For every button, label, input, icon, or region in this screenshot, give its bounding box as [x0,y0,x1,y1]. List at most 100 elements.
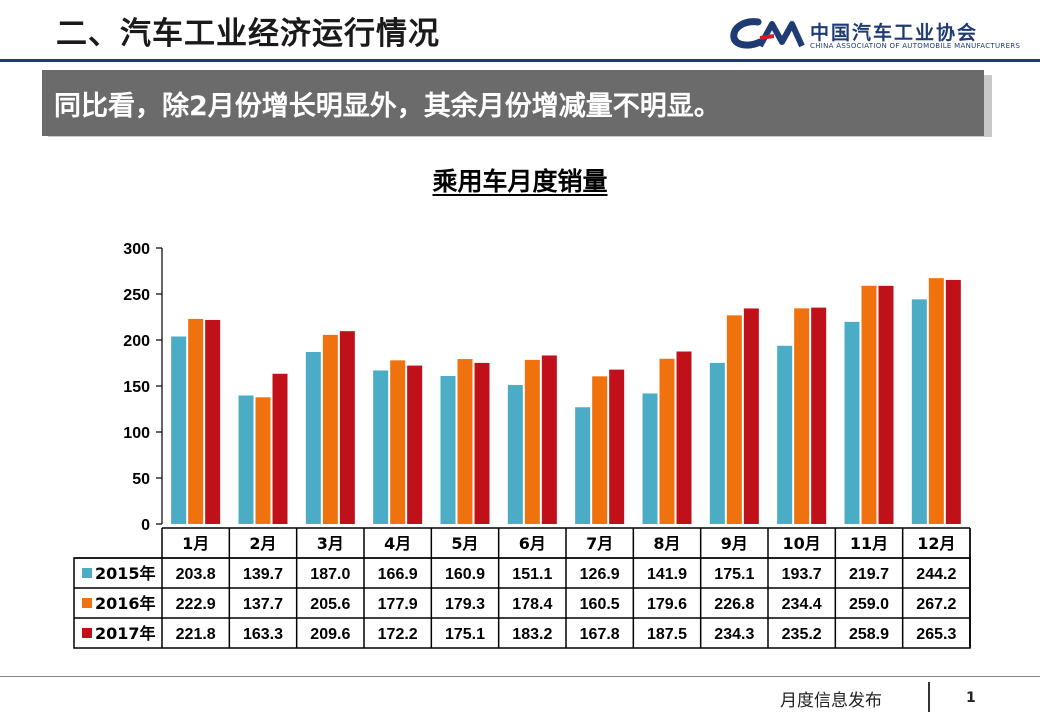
bar-2016年-5月 [457,359,473,524]
chart-title: 乘用车月度销量 [432,167,608,196]
bar-2015年-7月 [575,407,591,524]
bar-2017年-12月 [945,279,961,524]
legend-label: 2015年 [95,564,156,583]
y-tick-label: 50 [132,471,150,488]
data-label: 137.7 [243,596,283,613]
category-label: 10月 [783,534,821,553]
category-label: 9月 [721,534,748,553]
category-label: 4月 [384,534,411,553]
data-label: 167.8 [580,626,620,643]
bar-2016年-7月 [592,376,608,524]
data-label: 141.9 [647,566,687,583]
legend-swatch-2017年 [82,628,92,638]
footer-rule [0,676,1040,677]
bar-2016年-8月 [659,358,675,524]
category-label: 7月 [586,534,613,553]
category-label: 1月 [182,534,209,553]
bar-2017年-5月 [474,362,490,524]
category-label: 8月 [653,534,680,553]
data-label: 234.3 [714,626,754,643]
footer-separator [928,682,930,712]
data-label: 160.5 [580,596,620,613]
category-label: 3月 [317,534,344,553]
bar-2015年-8月 [642,393,658,524]
data-label: 160.9 [445,566,485,583]
footer-label: 月度信息发布 [780,691,882,711]
data-label: 219.7 [849,566,889,583]
data-label: 178.4 [512,596,552,613]
category-label: 5月 [451,534,478,553]
association-logo: 中国汽车工业协会 CHINA ASSOCIATION OF AUTOMOBILE… [730,16,1030,54]
data-label: 234.4 [782,596,822,613]
category-label: 6月 [519,534,546,553]
bar-2016年-11月 [861,285,877,524]
data-label: 267.2 [916,596,956,613]
bar-2015年-9月 [709,362,725,524]
y-tick-label: 300 [123,241,150,258]
data-label: 179.6 [647,596,687,613]
bar-2017年-4月 [407,365,423,524]
bar-2017年-10月 [811,307,827,524]
data-label: 205.6 [310,596,350,613]
data-label: 172.2 [378,626,418,643]
bar-2015年-4月 [373,370,389,524]
data-label: 265.3 [916,626,956,643]
data-label: 166.9 [378,566,418,583]
bar-2015年-1月 [171,336,187,524]
bar-2016年-2月 [255,397,271,524]
data-label: 183.2 [512,626,552,643]
data-label: 187.0 [310,566,350,583]
y-tick-label: 0 [141,517,150,534]
category-label: 2月 [249,534,276,553]
legend-swatch-2016年 [82,598,92,608]
data-label: 244.2 [916,566,956,583]
data-label: 221.8 [176,626,216,643]
bar-2015年-2月 [238,395,254,524]
bar-2017年-11月 [878,285,894,524]
category-label: 12月 [917,534,955,553]
logo-chinese-name: 中国汽车工业协会 [810,22,979,44]
data-label: 259.0 [849,596,889,613]
summary-banner: 同比看，除2月份增长明显外，其余月份增减量不明显。 [42,70,984,136]
data-label: 163.3 [243,626,283,643]
bar-2015年-12月 [911,299,927,524]
slide-header: 二、汽车工业经济运行情况 中国汽车工业协会 CHINA ASSOCIATION … [0,0,1040,62]
data-label: 193.7 [782,566,822,583]
bar-2017年-1月 [205,319,221,524]
summary-text: 同比看，除2月份增长明显外，其余月份增减量不明显。 [54,91,721,122]
legend-swatch-2015年 [82,568,92,578]
bar-2016年-12月 [928,278,944,524]
data-label: 175.1 [445,626,485,643]
page-number: 1 [966,690,976,706]
data-label: 226.8 [714,596,754,613]
header-rule [0,59,1040,62]
data-label: 187.5 [647,626,687,643]
legend-label: 2017年 [95,624,156,643]
legend-label: 2016年 [95,594,156,613]
bar-2015年-11月 [844,321,860,524]
bar-2015年-5月 [440,375,456,524]
slide-title: 二、汽车工业经济运行情况 [56,16,440,52]
data-label: 139.7 [243,566,283,583]
data-label: 179.3 [445,596,485,613]
data-label: 126.9 [580,566,620,583]
bar-2017年-8月 [676,351,692,524]
bar-2017年-9月 [743,308,759,524]
data-label: 177.9 [378,596,418,613]
data-label: 258.9 [849,626,889,643]
bar-2016年-6月 [524,359,540,524]
data-label: 209.6 [310,626,350,643]
bar-2017年-3月 [339,331,355,524]
data-label: 235.2 [782,626,822,643]
category-label: 11月 [850,534,888,553]
bar-2016年-4月 [390,360,406,524]
y-tick-label: 200 [123,333,150,350]
data-label: 151.1 [512,566,552,583]
bar-2016年-3月 [322,334,338,524]
y-tick-label: 250 [123,287,150,304]
y-tick-label: 150 [123,379,150,396]
bar-2015年-6月 [507,384,523,524]
logo-english-name: CHINA ASSOCIATION OF AUTOMOBILE MANUFACT… [810,42,1021,50]
y-tick-label: 100 [123,425,150,442]
